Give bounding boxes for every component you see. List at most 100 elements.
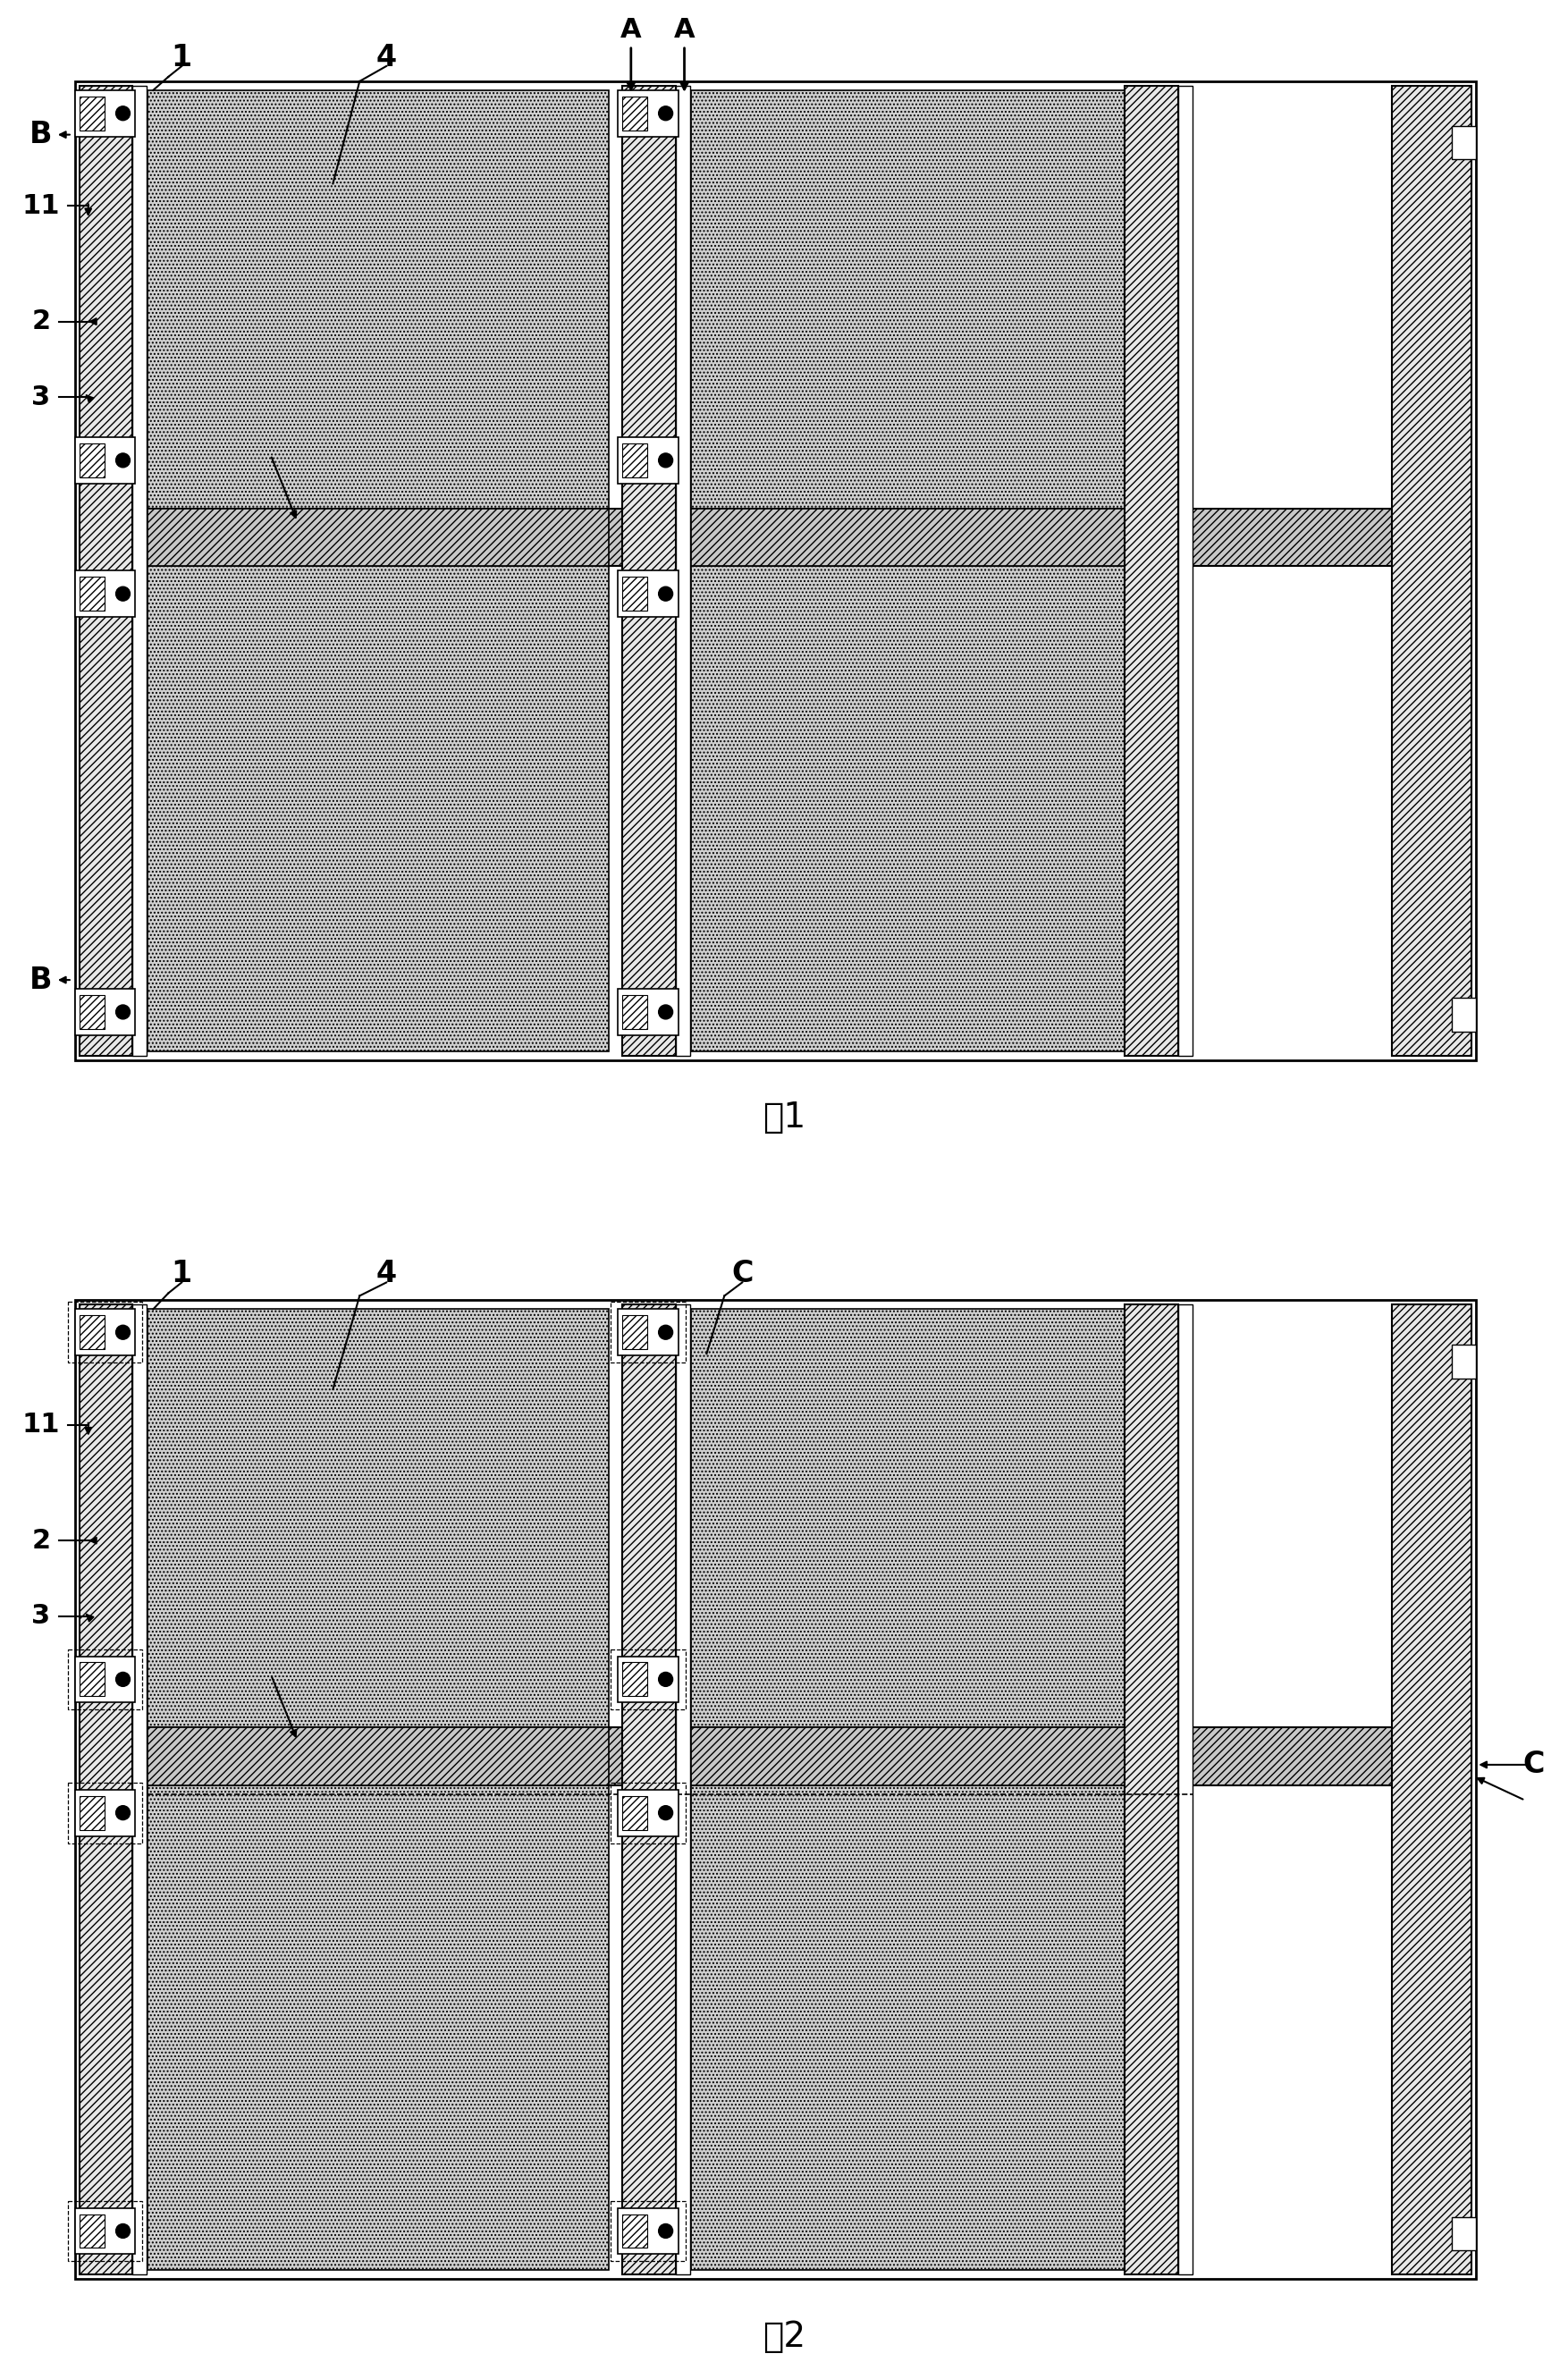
Bar [618,1308,677,1356]
Circle shape [659,1806,673,1820]
Bar [691,90,1152,509]
Bar [80,994,103,1028]
Bar [622,1316,648,1349]
Bar [75,571,135,616]
Text: 1: 1 [171,43,191,71]
Bar [75,438,135,483]
Bar [622,2215,648,2248]
Bar [75,90,135,136]
Text: C: C [731,1258,753,1289]
Circle shape [659,454,673,466]
Bar [691,1784,1152,2270]
Bar [75,1789,135,1837]
Bar [622,1796,648,1829]
Bar [1178,86,1192,1056]
Bar [622,98,648,131]
Text: 图2: 图2 [762,2320,806,2353]
Bar [676,86,690,1056]
Bar [75,1301,1475,2279]
Circle shape [116,1806,130,1820]
Bar [1178,1304,1192,2274]
Bar [147,1308,608,1727]
Bar [610,1782,685,1844]
Bar [67,1301,143,1363]
Bar [1392,86,1472,1056]
Bar [67,1782,143,1844]
Bar [618,438,677,483]
Bar [80,1304,133,2274]
Bar [80,98,103,131]
Bar [80,509,1472,566]
Bar [67,2201,143,2260]
Bar [618,990,677,1035]
Text: 4: 4 [376,43,397,71]
Bar [622,994,648,1028]
Text: A: A [674,17,695,90]
Circle shape [659,107,673,121]
Bar [67,1649,143,1711]
Bar [147,1727,608,1784]
Circle shape [116,107,130,121]
Bar [80,1796,103,1829]
Bar [75,1656,135,1703]
Bar [133,1304,147,2274]
Bar [622,1304,676,2274]
Bar [1392,1304,1472,2274]
Bar [610,2201,685,2260]
Circle shape [659,588,673,602]
Bar [1452,126,1475,159]
Text: 3: 3 [31,383,50,409]
Bar [1124,1304,1178,2274]
Circle shape [116,1672,130,1687]
Text: 图1: 图1 [762,1101,806,1135]
Bar [610,1301,685,1363]
Bar [80,1663,103,1696]
Text: 2: 2 [31,309,50,335]
Bar [80,86,133,1056]
Bar [80,1316,103,1349]
Bar [75,2208,135,2255]
Bar [147,509,608,566]
Text: B: B [30,119,52,150]
Text: A: A [621,17,641,90]
Bar [610,1649,685,1711]
Bar [1124,86,1178,1056]
Circle shape [116,588,130,602]
Bar [147,1784,608,2270]
Bar [618,1656,677,1703]
Bar [622,442,648,478]
Text: 2: 2 [31,1527,50,1553]
Bar [1452,1344,1475,1377]
Bar [133,86,147,1056]
Circle shape [659,1672,673,1687]
Bar [618,90,677,136]
Bar [676,1304,690,2274]
Text: 3: 3 [31,1603,50,1630]
Bar [691,566,1152,1052]
Circle shape [659,1325,673,1339]
Bar [691,1727,1152,1784]
Circle shape [116,2224,130,2239]
Bar [80,1727,1472,1784]
Bar [147,90,608,509]
Bar [622,1663,648,1696]
Bar [622,86,676,1056]
Bar [622,576,648,611]
Bar [618,571,677,616]
Bar [75,1308,135,1356]
Text: B: B [30,966,52,994]
Bar [1452,997,1475,1032]
Bar [691,1308,1152,1727]
Text: 11: 11 [22,193,60,219]
Text: C: C [1523,1751,1544,1779]
Bar [147,566,608,1052]
Bar [691,509,1152,566]
Text: 4: 4 [376,1258,397,1289]
Bar [80,2215,103,2248]
Circle shape [659,1004,673,1018]
Bar [618,1789,677,1837]
Bar [75,81,1475,1061]
Text: 1: 1 [171,1258,191,1289]
Circle shape [116,1004,130,1018]
Bar [80,576,103,611]
